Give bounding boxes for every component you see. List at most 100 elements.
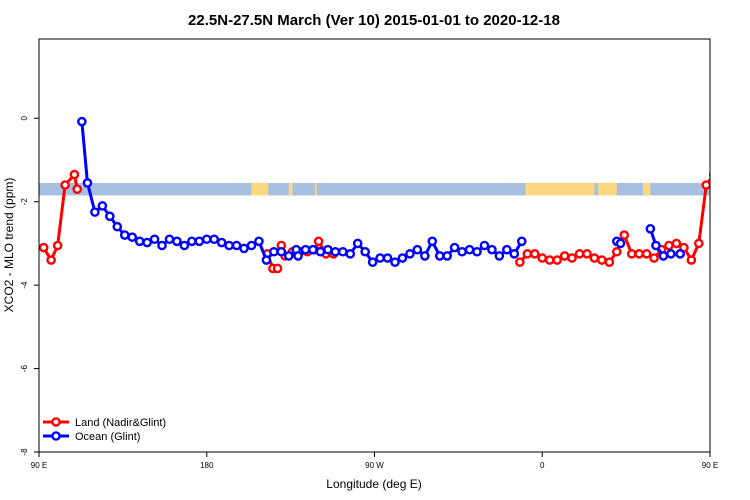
data-point — [626, 249, 637, 259]
data-point — [420, 251, 430, 261]
data-point — [658, 251, 669, 261]
data-point — [686, 255, 697, 265]
land-band-segment — [642, 182, 651, 196]
data-point — [708, 171, 710, 178]
data-point — [427, 236, 438, 247]
chart-title: 22.5N-27.5N March (Ver 10) 2015-01-01 to… — [188, 12, 560, 29]
data-point — [412, 244, 423, 255]
data-point — [142, 237, 152, 248]
data-point — [597, 255, 607, 265]
data-point — [345, 249, 356, 259]
data-point — [60, 180, 70, 190]
data-point — [734, 183, 741, 190]
land-ocean-band — [39, 182, 744, 196]
data-point — [149, 234, 160, 245]
data-point — [718, 186, 725, 193]
data-point — [39, 242, 49, 253]
data-point — [246, 240, 257, 251]
land-band-segment — [251, 182, 269, 196]
data-point — [179, 240, 190, 251]
data-point — [442, 251, 452, 261]
data-point — [634, 249, 644, 259]
data-point — [254, 236, 264, 247]
data-point — [261, 255, 272, 265]
y-tick-label: 0 — [20, 115, 29, 120]
x-tick-label: 90 W — [365, 461, 384, 470]
data-point — [187, 236, 197, 247]
x-axis: 90 E 180 90 W 0 90 E — [31, 452, 718, 470]
data-point — [308, 244, 318, 255]
land-band-segment — [729, 183, 744, 196]
data-point — [216, 237, 227, 248]
data-point — [231, 240, 242, 251]
data-point — [537, 253, 548, 263]
data-point — [90, 207, 100, 217]
data-point — [224, 240, 234, 251]
data-point — [276, 246, 287, 257]
data-point — [479, 240, 490, 251]
y-tick-label: -4 — [20, 281, 29, 289]
x-tick-label: 180 — [200, 461, 214, 470]
data-point — [651, 240, 661, 251]
data-point — [272, 263, 283, 274]
data-point — [567, 253, 577, 263]
data-point — [522, 249, 533, 259]
data-point — [405, 249, 415, 259]
x-axis-label: Longitude (deg E) — [326, 477, 421, 491]
data-point — [604, 257, 615, 267]
data-point — [509, 249, 520, 259]
data-point — [97, 201, 108, 211]
data-point — [694, 238, 704, 249]
legend: Land (Nadir&Glint) Ocean (Glint) — [43, 417, 166, 443]
data-point — [360, 246, 370, 257]
y-tick-label: -2 — [20, 198, 29, 206]
data-point — [612, 246, 622, 257]
y-tick-label: -8 — [20, 448, 29, 456]
data-point — [544, 255, 555, 265]
land-band-segment — [525, 182, 595, 196]
y-axis: 0 -2 -4 -6 -8 — [20, 115, 39, 456]
data-point — [315, 246, 326, 257]
data-point — [52, 240, 63, 251]
data-point — [449, 242, 460, 253]
data-point — [119, 230, 130, 240]
data-point — [338, 246, 348, 257]
data-point — [367, 257, 378, 267]
data-point — [172, 236, 182, 247]
data-point — [239, 243, 249, 254]
y-axis-label: XCO2 - MLO trend (ppm) — [2, 178, 16, 313]
data-point — [330, 246, 341, 257]
data-point — [390, 257, 400, 267]
land-band-segment — [288, 182, 293, 196]
data-point — [529, 249, 540, 259]
data-point — [194, 236, 205, 247]
data-point — [494, 251, 505, 261]
data-point — [82, 178, 93, 188]
land-band-segment — [314, 182, 317, 196]
data-point — [645, 224, 656, 234]
data-point — [619, 230, 630, 240]
land-band-segment — [598, 182, 617, 196]
x-tick-label: 90 E — [31, 461, 47, 470]
data-point — [671, 238, 682, 249]
legend-entry: Land (Nadir&Glint) — [43, 417, 166, 429]
legend-marker — [51, 431, 61, 441]
legend-marker — [51, 417, 61, 427]
data-point — [649, 253, 659, 263]
data-point — [313, 236, 324, 247]
data-point — [589, 253, 600, 263]
data-point — [112, 221, 123, 232]
data-point — [397, 253, 408, 263]
data-point — [300, 244, 311, 255]
data-point — [209, 234, 220, 245]
data-point — [323, 244, 333, 255]
data-point — [382, 253, 393, 263]
ocean-series — [77, 116, 685, 267]
data-point — [293, 251, 303, 261]
data-point — [46, 255, 56, 265]
data-point — [725, 181, 732, 188]
data-point — [472, 246, 482, 257]
data-point — [552, 255, 562, 265]
data-point — [516, 236, 527, 247]
legend-label: Land (Nadir&Glint) — [75, 417, 166, 429]
